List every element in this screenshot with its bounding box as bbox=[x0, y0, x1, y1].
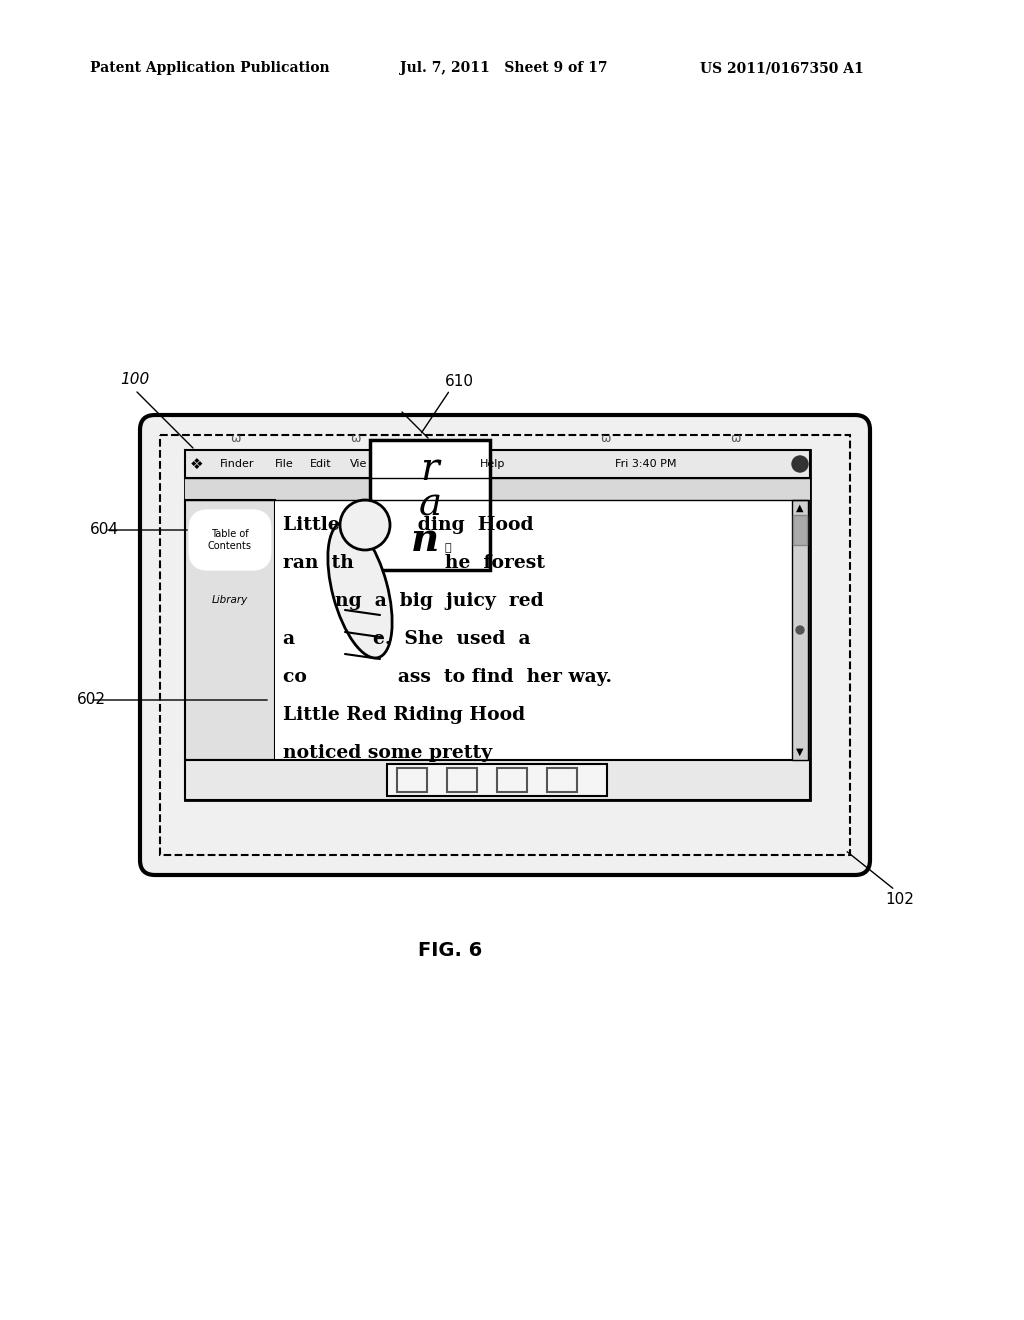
Text: Fri 3:40 PM: Fri 3:40 PM bbox=[615, 459, 677, 469]
Text: Little            ding  Hood: Little ding Hood bbox=[283, 516, 534, 535]
FancyBboxPatch shape bbox=[140, 414, 870, 875]
Text: ng  a  big  juicy  red: ng a big juicy red bbox=[283, 591, 544, 610]
Bar bbox=[792, 500, 808, 760]
Bar bbox=[793, 515, 807, 545]
Text: co              ass  to find  her way.: co ass to find her way. bbox=[283, 668, 612, 686]
Circle shape bbox=[796, 626, 804, 634]
Text: Library: Library bbox=[212, 595, 248, 605]
Text: a: a bbox=[419, 487, 441, 524]
Text: ω: ω bbox=[350, 432, 360, 445]
Text: ▲: ▲ bbox=[797, 503, 804, 513]
Text: ran  th              he  forest: ran th he forest bbox=[283, 554, 545, 572]
Bar bbox=[185, 450, 810, 478]
Text: Table of
Contents: Table of Contents bbox=[208, 529, 252, 552]
Bar bbox=[547, 768, 577, 792]
Text: Vie: Vie bbox=[350, 459, 368, 469]
Text: ❖: ❖ bbox=[190, 457, 204, 471]
Text: a            e.  She  used  a: a e. She used a bbox=[283, 630, 530, 648]
Text: 610: 610 bbox=[445, 375, 474, 389]
Bar bbox=[447, 768, 477, 792]
Text: US 2011/0167350 A1: US 2011/0167350 A1 bbox=[700, 61, 864, 75]
Text: Help: Help bbox=[480, 459, 506, 469]
Ellipse shape bbox=[340, 500, 390, 550]
Text: 100: 100 bbox=[120, 372, 150, 388]
Bar bbox=[185, 500, 275, 760]
Text: Little Red Riding Hood: Little Red Riding Hood bbox=[283, 706, 525, 723]
Text: 604: 604 bbox=[90, 523, 119, 537]
Text: FIG. 6: FIG. 6 bbox=[418, 940, 482, 960]
Text: ω: ω bbox=[730, 432, 740, 445]
Text: Jul. 7, 2011   Sheet 9 of 17: Jul. 7, 2011 Sheet 9 of 17 bbox=[400, 61, 607, 75]
Bar bbox=[497, 768, 527, 792]
Circle shape bbox=[792, 455, 808, 473]
Bar bbox=[275, 500, 792, 760]
Text: n: n bbox=[411, 521, 439, 558]
Bar bbox=[387, 764, 607, 796]
Text: 102: 102 bbox=[885, 892, 913, 908]
Bar bbox=[185, 760, 810, 800]
Text: ω: ω bbox=[229, 432, 241, 445]
Text: 602: 602 bbox=[77, 693, 106, 708]
Text: Finder: Finder bbox=[220, 459, 255, 469]
Text: Patent Application Publication: Patent Application Publication bbox=[90, 61, 330, 75]
Text: File: File bbox=[275, 459, 294, 469]
Text: 👏: 👏 bbox=[444, 543, 452, 553]
Text: r: r bbox=[421, 451, 439, 488]
Bar bbox=[185, 450, 810, 800]
Text: Edit: Edit bbox=[310, 459, 332, 469]
Bar bbox=[397, 768, 427, 792]
Bar bbox=[160, 436, 850, 855]
Text: noticed some pretty: noticed some pretty bbox=[283, 744, 493, 762]
Bar bbox=[185, 478, 810, 500]
Ellipse shape bbox=[328, 521, 392, 657]
Text: ω: ω bbox=[600, 432, 610, 445]
Text: ▼: ▼ bbox=[797, 747, 804, 756]
Bar bbox=[370, 440, 490, 570]
